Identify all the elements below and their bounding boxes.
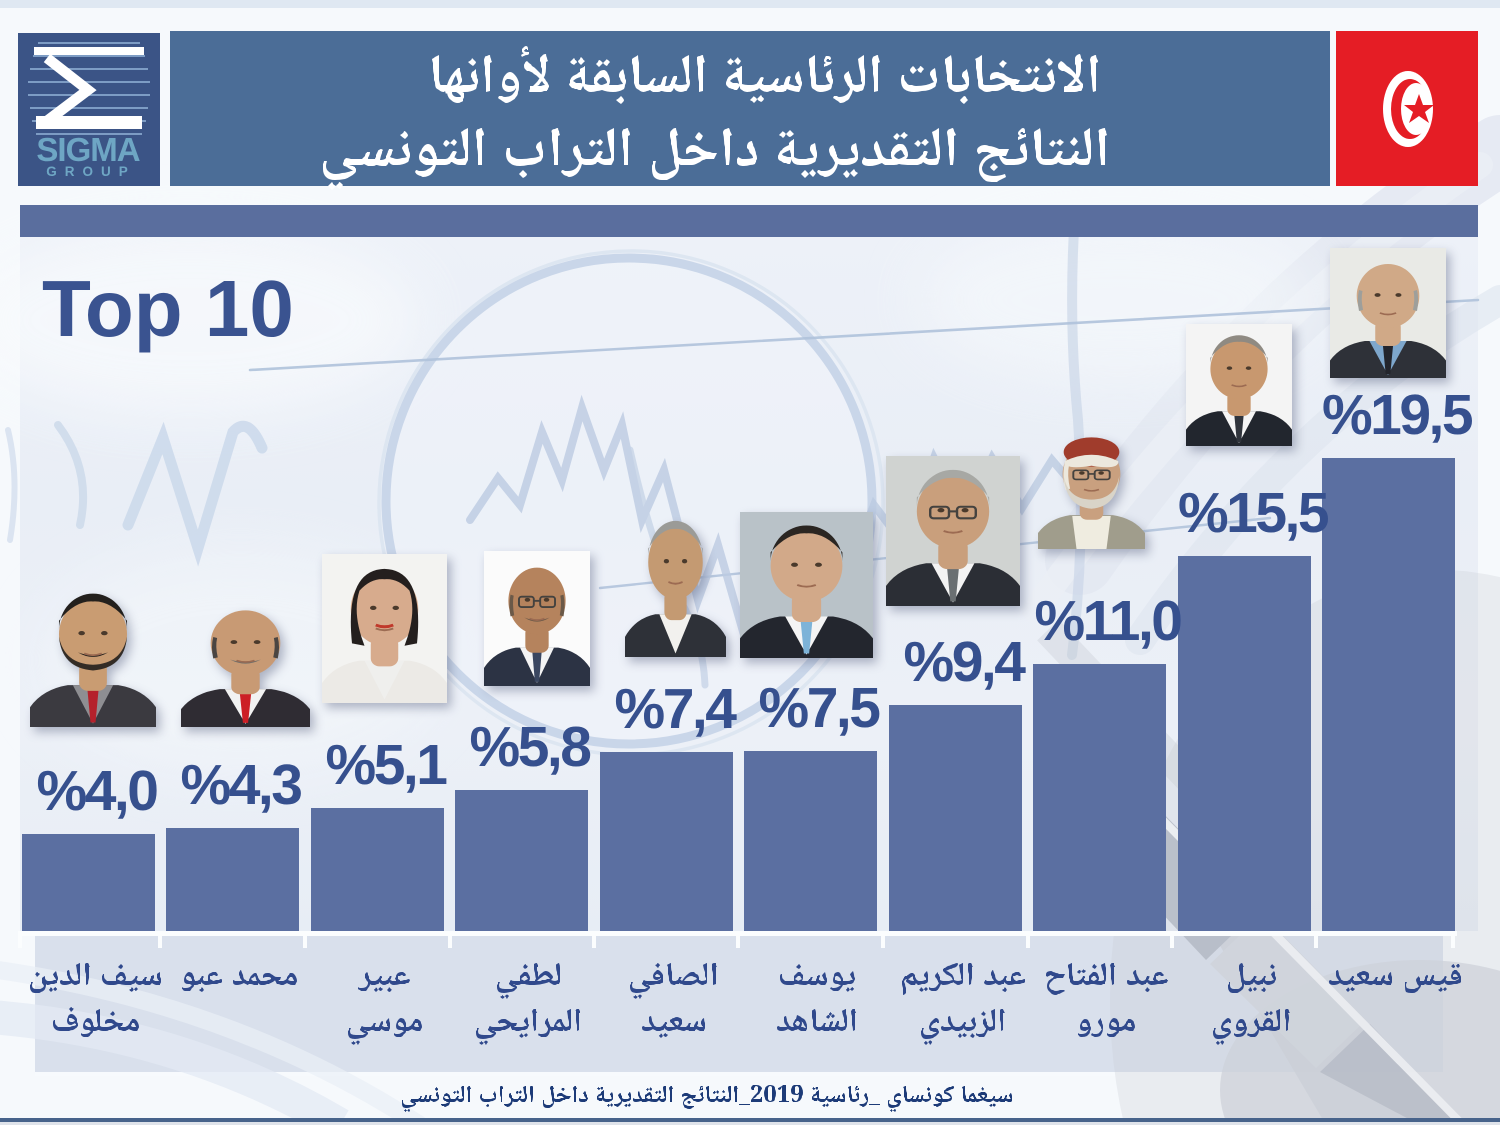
svg-text:GROUP: GROUP xyxy=(46,164,136,179)
svg-text:SIGMA: SIGMA xyxy=(36,131,139,168)
